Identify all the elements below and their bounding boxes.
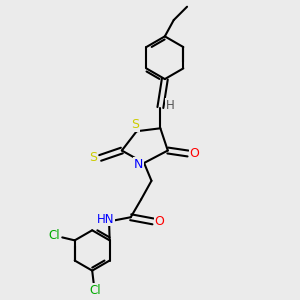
Text: O: O	[154, 215, 164, 228]
Text: Cl: Cl	[89, 284, 101, 297]
Text: O: O	[190, 147, 200, 160]
Text: H: H	[166, 99, 174, 112]
Text: HN: HN	[97, 212, 114, 226]
Text: N: N	[134, 158, 143, 171]
Text: Cl: Cl	[48, 230, 60, 242]
Text: S: S	[89, 152, 97, 164]
Text: S: S	[131, 118, 139, 131]
